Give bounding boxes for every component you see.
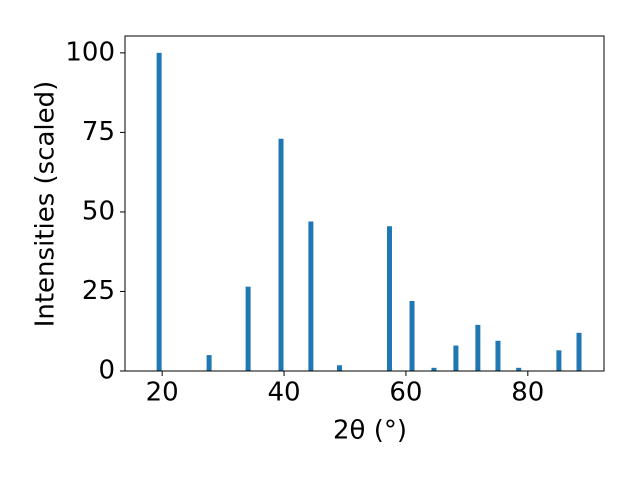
bar (308, 221, 314, 371)
bar (431, 367, 437, 371)
bar (576, 332, 582, 371)
plot-frame (124, 35, 605, 372)
y-tick-label: 75 (82, 117, 115, 147)
bar (453, 345, 459, 371)
y-tick-label: 100 (65, 37, 115, 67)
bar (337, 365, 343, 371)
bar (245, 286, 251, 371)
y-axis-label: Intensities (scaled) (31, 81, 61, 328)
bar (495, 340, 501, 371)
bar (516, 367, 522, 371)
bar (386, 226, 392, 371)
x-tick-label: 20 (146, 378, 179, 408)
bar (206, 355, 212, 371)
x-axis-label: 2θ (°) (333, 416, 407, 446)
x-tick-label: 80 (511, 378, 544, 408)
bar (475, 324, 481, 371)
y-tick-label: 25 (82, 276, 115, 306)
x-tick-label: 60 (389, 378, 422, 408)
bar (556, 350, 562, 371)
y-tick-label: 50 (82, 196, 115, 226)
bar (156, 52, 162, 371)
bar (278, 138, 284, 371)
bar (409, 301, 415, 371)
x-tick-label: 40 (268, 378, 301, 408)
y-tick-label: 0 (98, 356, 115, 386)
